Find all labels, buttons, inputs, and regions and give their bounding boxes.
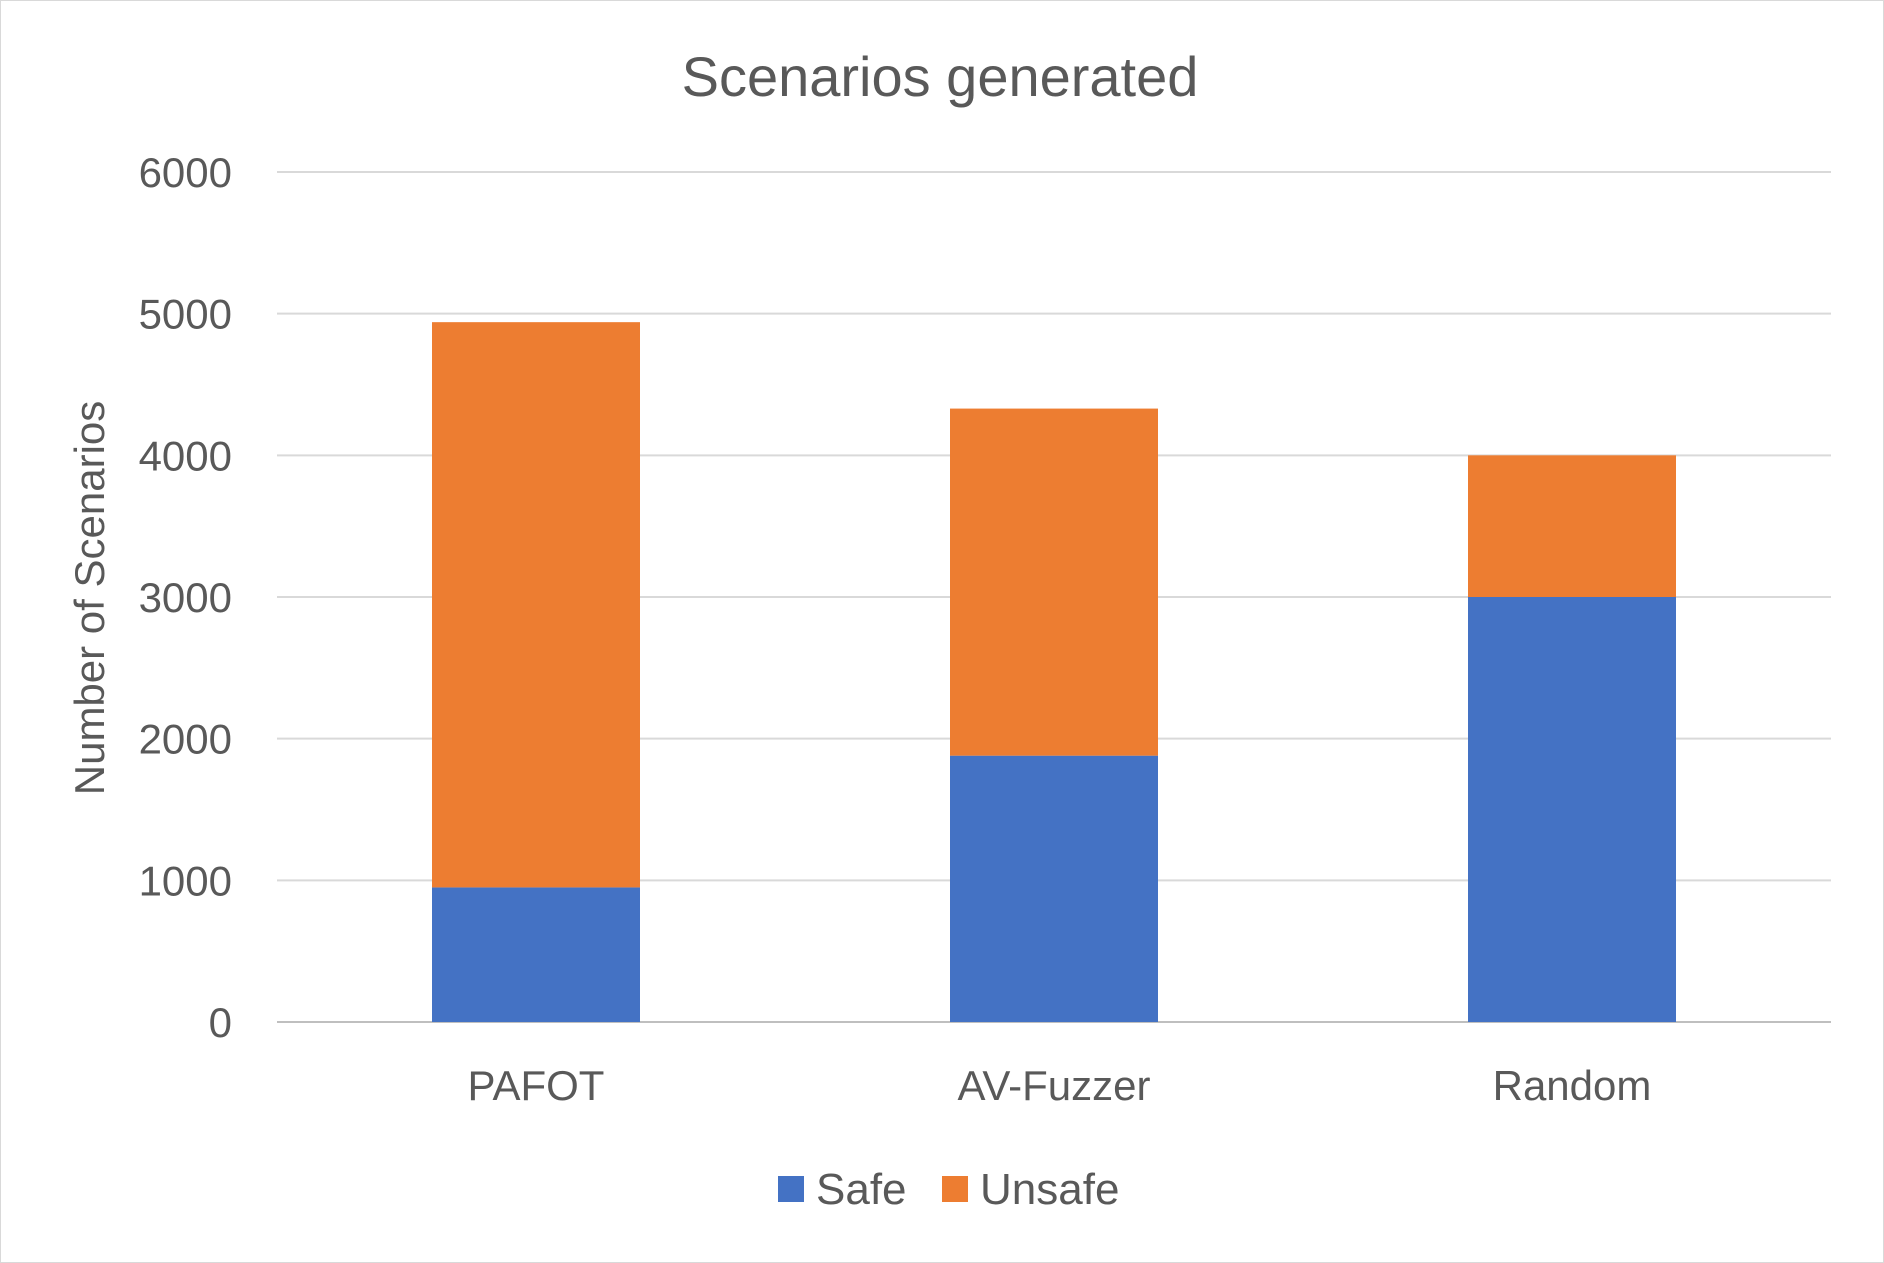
y-tick-label: 3000 — [139, 574, 232, 621]
y-tick-label: 2000 — [139, 716, 232, 763]
legend-swatch-unsafe — [942, 1176, 968, 1202]
bar-random-safe — [1468, 597, 1676, 1022]
bar-random-unsafe — [1468, 455, 1676, 597]
y-tick-label: 5000 — [139, 291, 232, 338]
x-tick-label: Random — [1493, 1062, 1652, 1109]
y-axis-label: Number of Scenarios — [66, 401, 113, 796]
chart-title: Scenarios generated — [682, 45, 1199, 108]
bar-pafot-safe — [432, 887, 640, 1022]
legend-swatch-safe — [778, 1176, 804, 1202]
y-tick-label: 1000 — [139, 857, 232, 904]
x-tick-label: AV-Fuzzer — [958, 1062, 1151, 1109]
bar-pafot-unsafe — [432, 322, 640, 888]
bar-av-fuzzer-safe — [950, 755, 1158, 1022]
legend: Safe Unsafe — [778, 1165, 1119, 1214]
y-tick-label: 4000 — [139, 432, 232, 479]
x-tick-label: PAFOT — [468, 1062, 605, 1109]
bar-av-fuzzer-unsafe — [950, 408, 1158, 756]
y-tick-label: 0 — [209, 999, 232, 1046]
legend-label-safe: Safe — [816, 1165, 907, 1214]
y-tick-label: 6000 — [139, 149, 232, 196]
bars — [432, 322, 1676, 1022]
y-axis-ticks: 0 1000 2000 3000 4000 5000 6000 — [139, 149, 232, 1046]
legend-label-unsafe: Unsafe — [980, 1165, 1119, 1214]
x-axis-ticks: PAFOT AV-Fuzzer Random — [468, 1062, 1652, 1109]
